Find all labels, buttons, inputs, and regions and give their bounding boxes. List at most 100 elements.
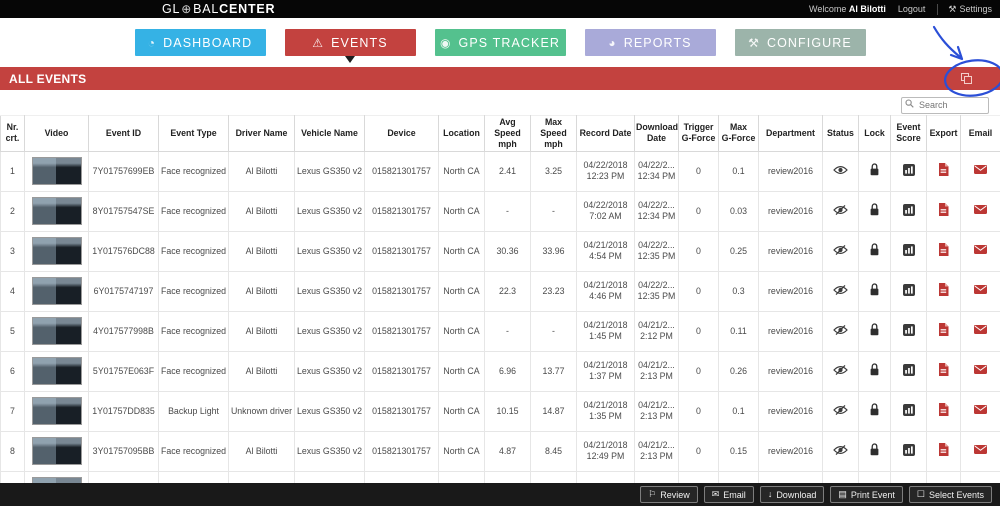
email-row-icon[interactable] <box>974 165 987 175</box>
cell-department: review2016 <box>758 390 823 432</box>
email-row-icon[interactable] <box>974 285 987 295</box>
column-header: Record Date <box>576 115 635 152</box>
pdf-export-icon[interactable] <box>938 203 949 217</box>
cell-download_date: 04/21/2... 2:12 PM <box>634 310 679 352</box>
lock-icon[interactable] <box>869 243 880 256</box>
event-score-icon[interactable] <box>902 163 915 176</box>
cell-max_speed: 14.87 <box>530 390 577 432</box>
eye-off-icon[interactable] <box>833 324 848 335</box>
video-thumbnail[interactable] <box>31 317 82 346</box>
video-thumbnail[interactable] <box>31 197 82 226</box>
table-header-row: Nr. crt. Video Event ID Event Type Driver Na… <box>0 115 1000 152</box>
cell-max_g_force: 0.1 <box>718 390 759 432</box>
event-score-icon[interactable] <box>902 323 915 336</box>
video-thumbnail[interactable] <box>31 357 82 386</box>
tab-configure[interactable]: ⚒ CONFIGURE <box>734 29 866 56</box>
cell-email <box>960 230 1000 272</box>
event-score-icon[interactable] <box>902 203 915 216</box>
pdf-export-icon[interactable] <box>938 243 949 257</box>
lock-icon[interactable] <box>869 323 880 336</box>
email-row-icon[interactable] <box>974 205 987 215</box>
eye-off-icon[interactable] <box>833 204 848 215</box>
cell-driver_name: Al Bilotti <box>228 310 295 352</box>
cell-department: review2016 <box>758 230 823 272</box>
search-input[interactable] <box>901 96 989 114</box>
cell-avg_speed: 22.3 <box>484 270 531 312</box>
review-button[interactable]: ⚐ Review <box>640 486 698 503</box>
reports-icon: ◕ <box>608 35 617 50</box>
eye-icon[interactable] <box>833 165 848 175</box>
cell-location: North CA <box>438 310 485 352</box>
lock-icon[interactable] <box>869 203 880 216</box>
export-events-icon[interactable] <box>961 72 973 85</box>
video-thumbnail[interactable] <box>31 277 82 306</box>
video-thumbnail[interactable] <box>31 397 82 426</box>
email-row-icon[interactable] <box>974 365 987 375</box>
lock-icon[interactable] <box>869 403 880 416</box>
pdf-export-icon[interactable] <box>938 283 949 297</box>
cell-max_g_force: 0.25 <box>718 230 759 272</box>
cell-download_date: 04/22/2... 12:34 PM <box>634 150 679 192</box>
email-row-icon[interactable] <box>974 405 987 415</box>
email-row-icon[interactable] <box>974 445 987 455</box>
cell-max_g_force: 0.11 <box>718 310 759 352</box>
pdf-export-icon[interactable] <box>938 163 949 177</box>
pdf-export-icon[interactable] <box>938 363 949 377</box>
event-score-icon[interactable] <box>902 283 915 296</box>
cell-email <box>960 270 1000 312</box>
column-header: Vehicle Name <box>294 115 365 152</box>
tab-reports[interactable]: ◕ REPORTS <box>584 29 716 56</box>
video-thumbnail[interactable] <box>31 437 82 466</box>
eye-off-icon[interactable] <box>833 244 848 255</box>
lock-icon[interactable] <box>869 443 880 456</box>
logout-link[interactable]: Logout <box>897 4 926 14</box>
cell-lock <box>858 430 891 472</box>
cell-driver_name: Al Bilotti <box>228 150 295 192</box>
event-score-icon[interactable] <box>902 443 915 456</box>
cell-event_id: 3Y01757095BB <box>88 430 159 472</box>
tab-dashboard[interactable]: ◔ DASHBOARD <box>134 29 266 56</box>
cell-status <box>822 230 859 272</box>
eye-off-icon[interactable] <box>833 444 848 455</box>
print-event-button[interactable]: ▤ Print Event <box>830 486 903 503</box>
select-events-button[interactable]: ☐ Select Events <box>908 486 992 503</box>
eye-off-icon[interactable] <box>833 284 848 295</box>
event-score-icon[interactable] <box>902 243 915 256</box>
email-row-icon[interactable] <box>974 245 987 255</box>
email-row-icon[interactable] <box>974 325 987 335</box>
events-table-body: 1 7Y01757699EB Face recognized Al Bilotti Le… <box>0 150 1000 506</box>
cell-vehicle_name: Lexus GS350 v2 <box>294 430 365 472</box>
column-header: Nr. crt. <box>0 115 25 152</box>
settings-button[interactable]: ⚒ Settings <box>937 3 992 15</box>
download-button[interactable]: ↓ Download <box>759 486 825 503</box>
lock-icon[interactable] <box>869 163 880 176</box>
cell-video <box>24 270 89 312</box>
cell-status <box>822 430 859 472</box>
cell-trigger_g_force: 0 <box>678 350 719 392</box>
pdf-export-icon[interactable] <box>938 403 949 417</box>
cell-nr: 2 <box>0 190 25 232</box>
email-button[interactable]: ✉ Email <box>703 486 754 503</box>
cell-record_date: 04/21/2018 1:45 PM <box>576 310 635 352</box>
cell-event_id: 4Y017577998B <box>88 310 159 352</box>
lock-icon[interactable] <box>869 283 880 296</box>
eye-off-icon[interactable] <box>833 364 848 375</box>
column-header: Avg Speed mph <box>484 115 531 152</box>
tab-gps-tracker[interactable]: ◉ GPS TRACKER <box>434 29 566 56</box>
lock-icon[interactable] <box>869 363 880 376</box>
cell-location: North CA <box>438 430 485 472</box>
eye-off-icon[interactable] <box>833 404 848 415</box>
cell-export <box>926 430 961 472</box>
event-score-icon[interactable] <box>902 403 915 416</box>
cell-driver_name: Al Bilotti <box>228 350 295 392</box>
table-row: 4 6Y0175747197 Face recognized Al Bilotti Le… <box>0 270 1000 312</box>
event-score-icon[interactable] <box>902 363 915 376</box>
cell-avg_speed: 30.36 <box>484 230 531 272</box>
video-thumbnail[interactable] <box>31 157 82 186</box>
tab-label: CONFIGURE <box>766 35 852 50</box>
pdf-export-icon[interactable] <box>938 443 949 457</box>
cell-export <box>926 350 961 392</box>
video-thumbnail[interactable] <box>31 237 82 266</box>
tab-events[interactable]: ⚠ EVENTS <box>284 29 416 63</box>
pdf-export-icon[interactable] <box>938 323 949 337</box>
